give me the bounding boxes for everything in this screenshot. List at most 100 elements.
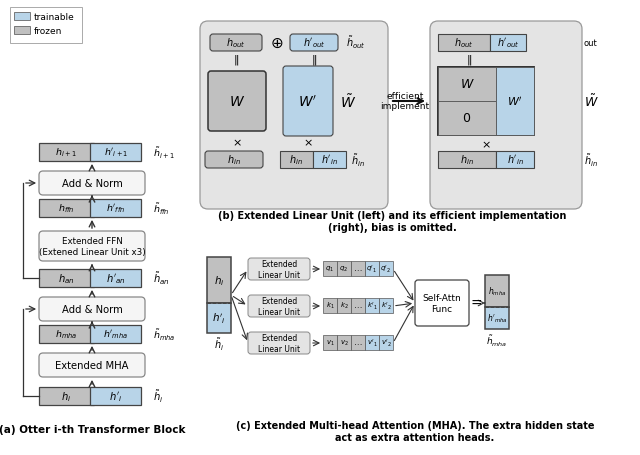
Text: $h_{out}$: $h_{out}$ [226,36,246,51]
Text: $k'_2$: $k'_2$ [381,300,392,311]
Text: out: out [584,39,598,48]
Text: $\tilde{W}$: $\tilde{W}$ [340,93,356,111]
Bar [90,387,141,405]
Bar [485,307,509,329]
Text: $\oplus$: $\oplus$ [270,35,284,51]
Bar [496,68,534,136]
Bar [490,35,526,52]
Text: $h_{in}$: $h_{in}$ [460,153,474,167]
Bar [351,335,365,350]
FancyBboxPatch shape [290,35,338,52]
Text: $\|$: $\|$ [233,53,239,67]
Text: $v'_1$: $v'_1$ [367,337,378,348]
Bar [337,335,351,350]
Text: $\|$: $\|$ [466,53,472,67]
Text: $k'_1$: $k'_1$ [367,300,378,311]
Bar [496,152,534,169]
FancyBboxPatch shape [283,67,333,136]
Bar [14,13,30,21]
Bar [351,262,365,276]
Text: $h_{an}$: $h_{an}$ [58,272,74,285]
Text: =: = [470,296,482,310]
Bar [313,152,346,169]
Bar [14,27,30,35]
Text: $\ldots$: $\ldots$ [353,264,363,273]
Text: $\tilde{h}_{an}$: $\tilde{h}_{an}$ [153,270,170,287]
Text: Extended FFN
(Extened Linear Unit x3): Extended FFN (Extened Linear Unit x3) [38,237,145,256]
Text: $h_{in}$: $h_{in}$ [227,153,241,167]
Text: $\times$: $\times$ [481,140,491,150]
Text: $\tilde{h}_{mha}$: $\tilde{h}_{mha}$ [486,333,508,348]
Text: efficient: efficient [387,92,424,101]
FancyBboxPatch shape [248,258,310,280]
Text: $\times$: $\times$ [232,137,242,148]
Text: $q_1$: $q_1$ [326,264,335,273]
FancyBboxPatch shape [39,172,145,196]
Bar [438,68,534,136]
Bar [39,387,94,405]
Text: $\tilde{h}_{i+1}$: $\tilde{h}_{i+1}$ [153,145,175,160]
Bar [379,262,393,276]
Text: (c) Extended Multi-head Attention (MHA). The extra hidden state
act as extra att: (c) Extended Multi-head Attention (MHA).… [236,420,595,442]
Text: (b) Extended Linear Unit (left) and its efficient implementation
(right), bias i: (b) Extended Linear Unit (left) and its … [218,211,566,233]
FancyBboxPatch shape [208,72,266,131]
Text: $h_i$: $h_i$ [61,389,71,403]
FancyBboxPatch shape [248,332,310,354]
Text: $h_{i+1}$: $h_{i+1}$ [55,147,77,159]
Text: $v'_2$: $v'_2$ [381,337,391,348]
Text: Self-Attn
Func: Self-Attn Func [422,293,461,313]
Bar [323,335,337,350]
Text: $\ldots$: $\ldots$ [353,301,363,310]
Bar [90,325,141,343]
Text: $\tilde{h}_i$: $\tilde{h}_i$ [153,388,163,404]
Text: $h'_i$: $h'_i$ [109,389,123,403]
Bar [323,262,337,276]
Bar [39,200,94,217]
Text: $W$: $W$ [229,95,245,109]
FancyBboxPatch shape [210,35,262,52]
FancyBboxPatch shape [430,22,582,210]
Text: $\times$: $\times$ [303,137,313,148]
Bar [351,298,365,313]
Text: Add & Norm: Add & Norm [61,179,122,188]
Bar [90,269,141,288]
Bar [207,258,231,303]
Text: Extended
Linear Unit: Extended Linear Unit [258,260,300,279]
Text: $h'_{ffn}$: $h'_{ffn}$ [106,202,125,215]
Bar [438,35,490,52]
Text: implement: implement [380,102,429,111]
Bar [10,8,82,44]
Text: $h_{mha}$: $h_{mha}$ [55,328,77,340]
Bar [365,262,379,276]
Text: $\|$: $\|$ [311,53,317,67]
Text: $h'_{out}$: $h'_{out}$ [497,36,519,51]
Text: $\tilde{h}_{out}$: $\tilde{h}_{out}$ [346,35,365,51]
Text: $W$: $W$ [460,78,474,91]
Text: $q_2$: $q_2$ [339,264,349,273]
Bar [39,144,94,162]
Bar [337,298,351,313]
Text: $\tilde{h}_{in}$: $\tilde{h}_{in}$ [584,152,598,168]
Text: $q'_2$: $q'_2$ [381,263,392,274]
Bar [90,144,141,162]
Bar [438,68,496,102]
Text: $h'_{out}$: $h'_{out}$ [303,36,325,51]
Bar [365,335,379,350]
Text: $h_{ffn}$: $h_{ffn}$ [58,202,74,215]
Text: $h'_{mha}$: $h'_{mha}$ [486,312,508,324]
Text: $v_2$: $v_2$ [340,338,348,347]
FancyBboxPatch shape [248,295,310,317]
Bar [337,262,351,276]
Text: $\tilde{h}_{in}$: $\tilde{h}_{in}$ [351,152,365,168]
Bar [323,298,337,313]
Bar [39,325,94,343]
Text: $h'_{mha}$: $h'_{mha}$ [104,328,129,340]
Text: Extended
Linear Unit: Extended Linear Unit [258,297,300,316]
Text: $h'_{in}$: $h'_{in}$ [321,153,337,167]
Text: (a) Otter i-th Transformer Block: (a) Otter i-th Transformer Block [0,424,185,434]
Bar [438,152,496,169]
Text: $0$: $0$ [463,112,472,125]
Text: $h'_{in}$: $h'_{in}$ [506,153,524,167]
Text: frozen: frozen [34,26,62,35]
Text: $h_i$: $h_i$ [214,273,224,287]
